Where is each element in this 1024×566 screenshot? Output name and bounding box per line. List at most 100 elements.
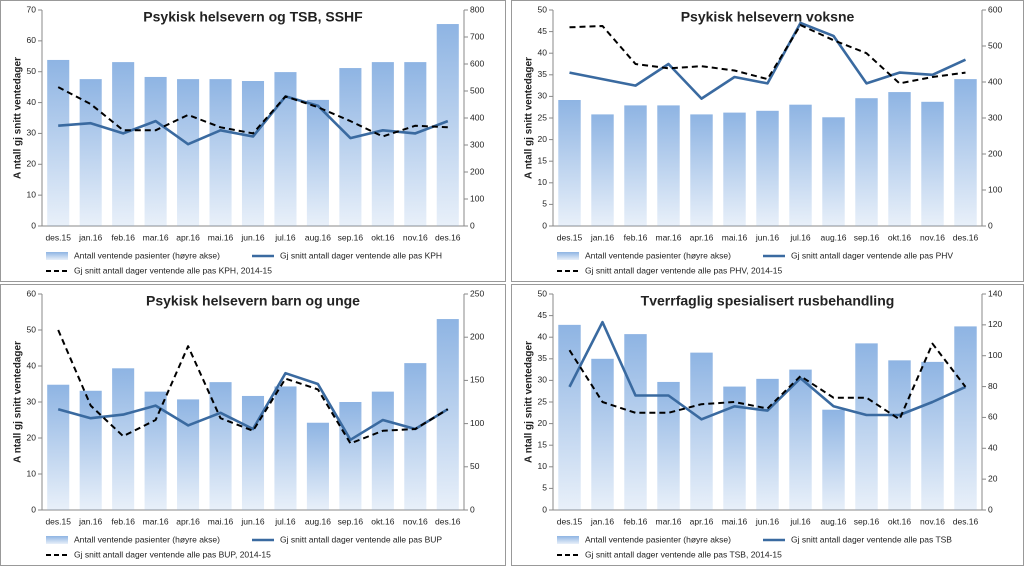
bar [404,363,427,510]
y2-tick-label: 140 [988,288,1002,298]
y2-tick-label: 150 [470,375,484,385]
x-tick-label: jan.16 [590,516,614,526]
legend-swatch [46,536,68,544]
x-tick-label: jul.16 [274,232,296,242]
y2-tick-label: 0 [470,504,475,514]
y-axis-title: A ntall gj snitt ventedager [524,341,535,463]
bar [306,422,329,510]
x-tick-label: aug.16 [305,516,331,526]
y-tick-label: 40 [538,47,548,57]
bar [789,369,812,510]
line-series [57,329,449,445]
y2-tick-label: 300 [988,112,1002,122]
y-tick-label: 50 [538,4,548,14]
y-tick-label: 50 [27,66,37,76]
bar [112,62,135,226]
bar [209,79,232,227]
y2-tick-label: 400 [470,112,484,122]
y2-tick-label: 300 [470,139,484,149]
x-tick-label: nov.16 [920,516,945,526]
legend-label: Gj snitt antall dager ventende alle pas … [74,265,272,275]
y-tick-label: 0 [31,220,36,230]
y2-tick-label: 80 [988,381,998,391]
bar [371,391,394,510]
x-tick-label: nov.16 [403,232,428,242]
y2-tick-label: 120 [988,319,1002,329]
bar [241,395,265,510]
chart-panel: 051015202530354045500100200300400500600d… [524,4,1003,275]
bar [558,324,581,510]
bar [79,390,102,510]
y-tick-label: 45 [538,26,548,36]
y-tick-label: 30 [27,128,37,138]
bar [591,358,614,510]
line-series [58,95,449,146]
bar [404,62,427,226]
y2-tick-label: 500 [988,40,1002,50]
y2-tick-label: 100 [988,350,1002,360]
bar [371,62,394,226]
y2-tick-label: 200 [988,148,1002,158]
y-tick-label: 20 [538,134,548,144]
legend-label: Antall ventende pasienter (høyre akse) [585,250,731,260]
x-tick-label: jul.16 [789,232,811,242]
y-tick-label: 10 [538,177,548,187]
x-tick-label: feb.16 [111,516,135,526]
y2-tick-label: 20 [988,473,998,483]
bar [855,343,878,510]
bar [339,402,362,510]
x-tick-label: jul.16 [274,516,296,526]
y-tick-label: 50 [27,324,37,334]
bar [79,79,102,227]
x-tick-label: mar.16 [656,232,682,242]
bar [339,68,362,226]
y2-tick-label: 0 [988,220,993,230]
chart-title: Psykisk helsevern og TSB, SSHF [143,9,363,25]
x-tick-label: aug.16 [305,232,331,242]
bar [921,101,944,226]
y-tick-label: 50 [538,288,548,298]
y-tick-label: 45 [538,310,548,320]
y2-tick-label: 200 [470,166,484,176]
bar [657,105,680,226]
legend-swatch [46,252,68,260]
y-tick-label: 0 [542,220,547,230]
y-tick-label: 60 [27,35,37,45]
y-tick-label: 40 [27,360,37,370]
bar [558,100,581,226]
bar [241,81,265,226]
bar [789,104,812,226]
line-series [568,320,967,421]
x-tick-label: des.16 [953,232,979,242]
y-tick-label: 15 [538,439,548,449]
bar [144,76,167,227]
legend-label: Gj snitt antall dager ventende alle pas … [791,534,952,544]
chart-panel: 0102030405060700100200300400500600700800… [13,4,485,275]
bar [756,378,779,510]
y2-tick-label: 100 [470,418,484,428]
y-tick-label: 5 [542,483,547,493]
legend-label: Gj snitt antall dager ventende alle pas … [585,265,782,275]
y2-tick-label: 200 [470,331,484,341]
x-tick-label: okt.16 [888,516,911,526]
x-tick-label: mar.16 [143,516,169,526]
y-tick-label: 25 [538,396,548,406]
y-tick-label: 30 [27,396,37,406]
x-tick-label: nov.16 [920,232,945,242]
y2-tick-label: 40 [988,443,998,453]
x-tick-label: des.15 [45,516,71,526]
y-tick-label: 0 [31,504,36,514]
y-tick-label: 25 [538,112,548,122]
chart-title: Tverrfaglig spesialisert rusbehandling [641,293,895,309]
bar [274,386,297,510]
y-tick-label: 40 [538,331,548,341]
x-tick-label: apr.16 [690,516,714,526]
bar [177,399,200,510]
y-tick-label: 0 [542,504,547,514]
x-tick-label: okt.16 [371,516,394,526]
legend-label: Gj snitt antall dager ventende alle pas … [280,534,442,544]
y2-tick-label: 500 [470,85,484,95]
bar [723,112,746,226]
chart-panel: 0 5 10 15 20 25 30 35 40 45 50 0 20 40 60 80 100 120 140 de… [524,288,1003,559]
